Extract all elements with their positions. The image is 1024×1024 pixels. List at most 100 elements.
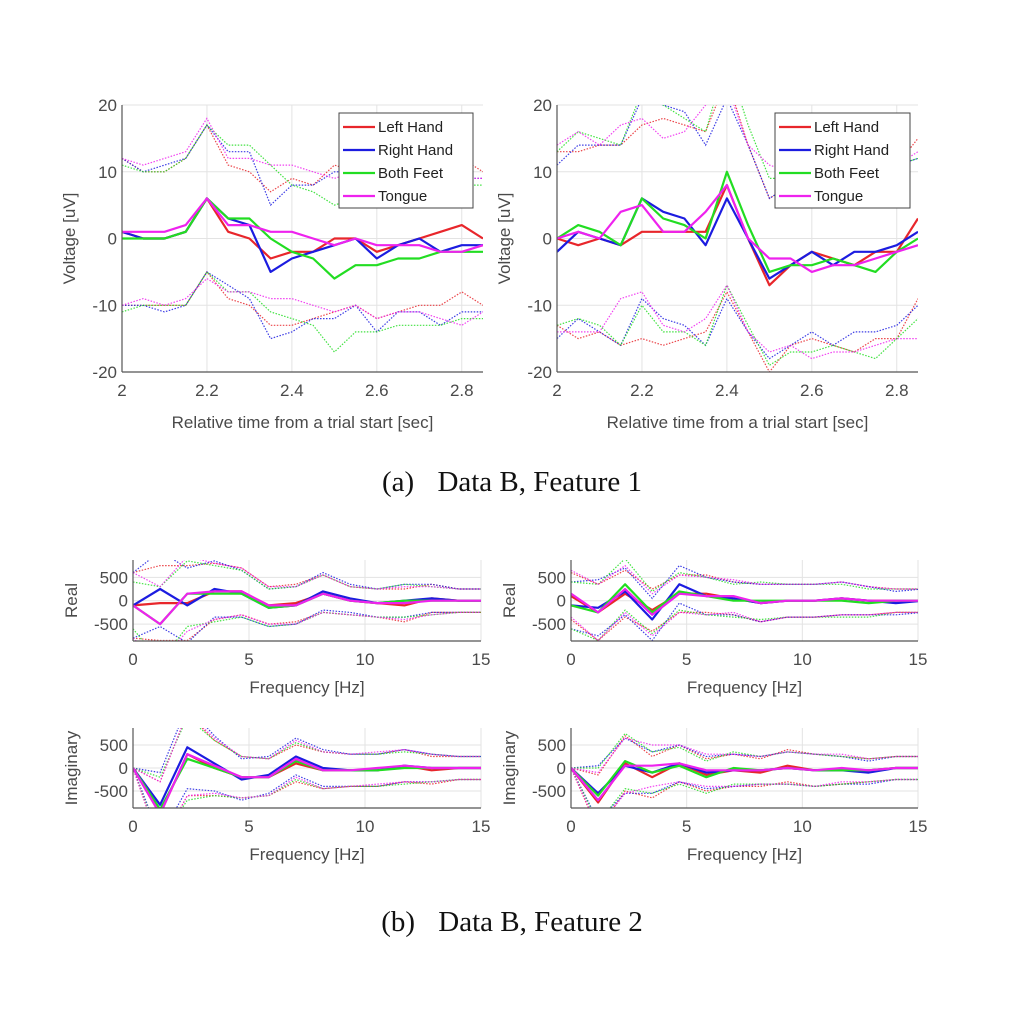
lower-std-line-left-hand [122,270,483,326]
y-tick-label: 500 [538,736,566,755]
x-tick-label: 15 [472,817,491,836]
upper-std-line-both-feet [571,732,918,769]
upper-std-line-right-hand [133,560,481,590]
x-axis-label: Frequency [Hz] [687,845,802,864]
series-group [571,732,918,808]
y-tick-label: -20 [92,363,117,382]
mean-line-both-feet [122,197,483,280]
upper-std-line-right-hand [133,728,481,774]
legend-item: Right Hand [343,142,453,159]
x-tick-label: 2.2 [630,381,654,400]
mean-line-tongue [122,197,483,253]
legend-item: Both Feet [779,165,880,182]
caption-a: (a) Data B, Feature 1 [0,466,1024,499]
lower-std-line-tongue [571,767,918,808]
mean-line-tongue [133,753,481,808]
y-tick-label: 10 [98,163,117,182]
mean-line-tongue [571,587,918,616]
mean-line-tongue [571,762,918,802]
lower-std-line-both-feet [557,283,918,367]
y-tick-label: -10 [92,296,117,315]
upper-std-line-tongue [133,728,481,783]
lower-std-line-tongue [557,283,918,360]
legend-label: Left Hand [378,119,443,136]
caption-a-text: Data B, Feature 1 [437,466,642,498]
x-tick-label: 10 [793,817,812,836]
legend-item: Tongue [343,188,427,205]
lower-std-line-tongue [133,767,481,808]
x-tick-label: 2.8 [885,381,909,400]
x-tick-label: 10 [356,650,375,669]
x-axis-label: Frequency [Hz] [687,678,802,697]
y-tick-label: -500 [532,615,566,634]
y-axis-label: Real [62,583,81,618]
lower-std-line-both-feet [571,767,918,808]
upper-std-line-tongue [571,737,918,774]
series-group [571,560,918,641]
y-tick-label: -10 [527,296,552,315]
x-tick-label: 0 [566,650,575,669]
lower-std-line-right-hand [133,609,481,641]
lower-std-line-tongue [122,277,483,326]
lower-std-line-right-hand [133,767,481,808]
caption-b: (b) Data B, Feature 2 [0,906,1024,939]
lower-std-line-left-hand [571,767,918,808]
caption-b-text: Data B, Feature 2 [438,906,643,938]
x-axis-label: Relative time from a trial start [sec] [607,413,869,432]
legend-label: Both Feet [378,165,444,182]
plot-a-right: 2 2.2 2.4 2.6 2.8 -20 -10 0 10 20 Relative time fr… [495,96,918,432]
lower-std-line-right-hand [571,602,918,641]
mean-line-tongue [557,184,918,273]
y-tick-label: 0 [108,230,117,249]
plot-a-left: 2 2.2 2.4 2.6 2.8 -20 -10 0 10 20 Relative time fr… [60,96,483,432]
x-tick-label: 2.4 [280,381,304,400]
upper-std-line-both-feet [133,728,481,778]
legend-item: Right Hand [779,142,889,159]
x-tick-label: 15 [909,817,928,836]
caption-a-label: (a) [382,466,415,498]
upper-std-line-left-hand [133,728,481,783]
lower-std-line-right-hand [571,767,918,808]
y-tick-label: 0 [557,592,566,611]
x-tick-label: 5 [682,817,691,836]
lower-std-line-both-feet [133,767,481,808]
x-tick-label: 2.8 [450,381,474,400]
legend-label: Right Hand [378,142,453,159]
x-tick-label: 15 [472,650,491,669]
x-axis-label: Frequency [Hz] [249,845,364,864]
upper-std-line-tongue [571,564,918,595]
series-group [133,560,481,641]
legend-item: Left Hand [779,119,879,136]
mean-line-both-feet [557,170,918,273]
legend-label: Tongue [378,188,427,205]
x-tick-label: 10 [356,817,375,836]
upper-std-line-both-feet [133,560,481,590]
legend: Left Hand Right Hand Both Feet Tongue [338,112,474,209]
legend-item: Tongue [779,188,863,205]
lower-std-line-left-hand [133,767,481,808]
lower-std-line-both-feet [571,609,918,641]
y-axis-label: Imaginary [500,730,519,805]
x-tick-label: 2.6 [365,381,389,400]
y-tick-label: 0 [557,759,566,778]
y-tick-label: 0 [119,759,128,778]
x-tick-label: 2.4 [715,381,739,400]
y-tick-label: 10 [533,163,552,182]
x-tick-label: 5 [244,650,253,669]
lower-std-line-left-hand [557,290,918,372]
x-tick-label: 10 [793,650,812,669]
y-tick-label: 0 [543,230,552,249]
legend-label: Left Hand [814,119,879,136]
lower-std-line-both-feet [122,270,483,353]
lower-std-line-both-feet [133,611,481,641]
x-tick-label: 5 [682,650,691,669]
upper-std-line-right-hand [571,737,918,769]
y-tick-label: -500 [94,782,128,801]
y-axis-label: Voltage [uV] [60,193,79,285]
y-axis-label: Imaginary [62,730,81,805]
y-tick-label: 20 [98,96,117,115]
legend-item: Left Hand [343,119,443,136]
